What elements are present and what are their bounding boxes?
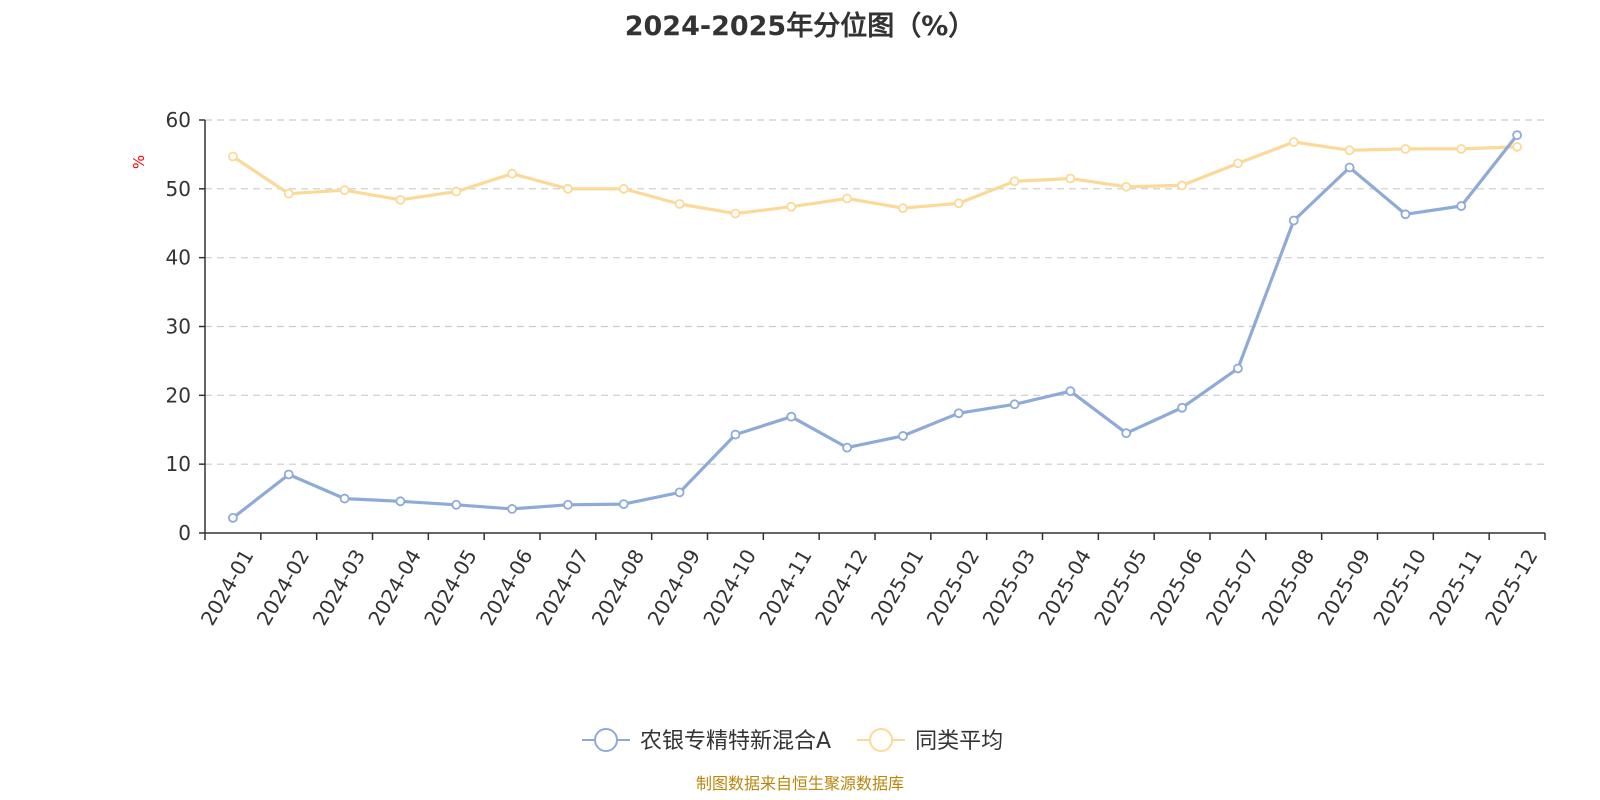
data-point[interactable] [1233,158,1243,169]
data-point[interactable] [786,201,797,212]
y-tick-label: 10 [166,452,191,476]
data-point[interactable] [1400,209,1411,220]
data-point[interactable] [1121,428,1132,439]
x-tick-label: 2024-10 [698,545,761,629]
x-tick-label: 2025-12 [1480,545,1543,629]
data-point[interactable] [1344,145,1355,156]
y-tick-labels: 0 10 20 30 40 50 60 [166,108,205,545]
data-point[interactable] [1400,144,1411,154]
x-tick-label: 2025-01 [866,545,929,629]
x-tick-label: 2025-05 [1089,545,1152,629]
data-point[interactable] [674,487,685,498]
data-point[interactable] [898,203,908,214]
series-group [228,130,1522,523]
y-tick-label: 20 [166,383,191,407]
data-point[interactable] [563,499,573,510]
data-point[interactable] [842,193,852,204]
series-lines [228,130,1522,523]
x-tick-label: 2025-07 [1201,545,1264,629]
legend-label: 农银专精特新混合A [640,729,831,754]
data-point[interactable] [1009,399,1020,410]
data-point[interactable] [842,442,852,453]
x-tick-label: 2024-05 [419,545,482,629]
x-tick-label: 2025-10 [1368,545,1431,629]
data-point[interactable] [1009,176,1020,187]
x-tick-label: 2024-04 [363,545,426,629]
legend-marker-icon [869,728,894,752]
axes [204,120,1545,534]
data-point[interactable] [898,431,908,441]
data-point[interactable] [953,198,964,209]
y-tick-label: 50 [166,177,191,201]
x-tick-label: 2024-03 [308,545,371,629]
x-tick-label: 2025-08 [1257,545,1320,629]
data-point[interactable] [1065,173,1076,184]
x-tick-label: 2024-12 [810,545,873,629]
grid-lines [205,119,1545,465]
data-point[interactable] [339,185,350,196]
y-tick-label: 60 [166,108,191,132]
x-tick-label: 2024-01 [196,545,259,629]
x-tick-label: 2025-11 [1424,545,1487,629]
data-point[interactable] [451,499,462,510]
x-tick-labels: 2024-012024-022024-032024-042024-052024-… [196,533,1546,629]
data-point[interactable] [618,499,629,509]
legend[interactable]: 农银专精特新混合A 同类平均 [582,728,1003,754]
data-point[interactable] [1065,386,1076,397]
x-tick-label: 2024-06 [475,545,538,629]
data-point[interactable] [953,408,964,419]
data-point[interactable] [395,194,406,205]
x-tick-label: 2025-09 [1313,545,1376,629]
series-line [231,134,1519,520]
x-tick-label: 2025-03 [978,545,1041,629]
data-point[interactable] [618,183,629,194]
data-point[interactable] [1344,162,1355,173]
y-axis-label: % [130,155,148,169]
legend-label: 同类平均 [915,729,1003,754]
data-point[interactable] [1512,130,1522,141]
legend-marker-icon [594,728,618,752]
data-point[interactable] [1177,402,1187,413]
source-note: 制图数据来自恒生聚源数据库 [695,774,904,793]
chart-title: 2024-2025年分位图（%） [624,11,976,42]
data-point[interactable] [730,208,741,219]
data-point[interactable] [563,183,573,194]
data-point[interactable] [228,151,238,162]
data-point[interactable] [1456,144,1467,154]
y-tick-label: 0 [178,521,191,545]
x-tick-label: 2025-02 [922,545,985,629]
data-point[interactable] [283,469,294,480]
x-tick-label: 2024-07 [531,545,594,629]
x-tick-label: 2024-09 [643,545,706,629]
data-point[interactable] [1121,181,1132,192]
series-group [228,137,1522,219]
data-point[interactable] [228,512,238,523]
data-point[interactable] [395,496,406,507]
data-point[interactable] [507,168,517,179]
data-point[interactable] [1177,180,1187,191]
series-line [232,140,1518,216]
data-point[interactable] [283,188,294,199]
data-point[interactable] [730,429,741,440]
y-tick-label: 30 [166,315,191,339]
x-tick-label: 2025-06 [1145,545,1208,629]
data-point[interactable] [339,493,350,504]
data-point[interactable] [1288,215,1299,226]
x-tick-label: 2024-02 [252,545,315,629]
data-point[interactable] [1456,201,1467,211]
data-point[interactable] [786,411,797,422]
x-tick-label: 2024-08 [587,545,650,629]
x-tick-label: 2024-11 [754,545,817,629]
legend-item[interactable]: 农银专精特新混合A [582,728,831,754]
data-point[interactable] [507,504,517,514]
legend-item[interactable]: 同类平均 [857,728,1003,754]
data-point[interactable] [1512,141,1522,152]
data-point[interactable] [1288,137,1299,147]
data-point[interactable] [451,186,462,197]
x-tick-label: 2025-04 [1033,545,1096,629]
y-tick-label: 40 [166,246,191,270]
data-point[interactable] [674,199,685,209]
data-point[interactable] [1233,363,1243,374]
